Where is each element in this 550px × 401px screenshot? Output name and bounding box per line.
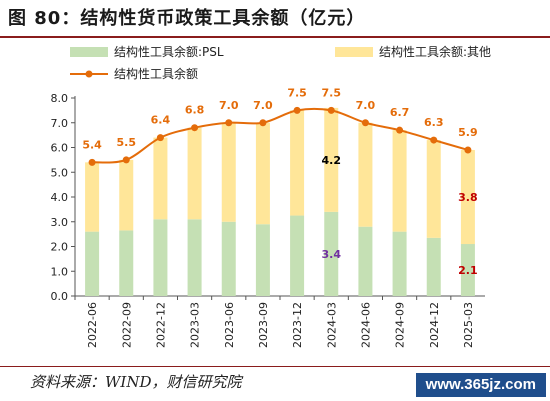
- bar-psl: [85, 231, 100, 296]
- bar-other: [392, 130, 407, 232]
- bar-psl: [119, 230, 134, 296]
- x-tick-label: 2024-03: [325, 302, 338, 348]
- line-value-label: 6.8: [185, 104, 205, 117]
- bar-other: [221, 122, 236, 222]
- y-tick-label: 2.0: [51, 241, 69, 254]
- line-value-label: 5.9: [458, 126, 478, 139]
- bar-psl: [392, 231, 407, 296]
- line-value-label: 5.4: [82, 138, 102, 151]
- bar-psl: [460, 244, 475, 296]
- bar-other: [460, 149, 475, 245]
- total-line-point: [361, 119, 369, 127]
- y-tick-label: 8.0: [51, 92, 69, 105]
- total-line-point: [122, 156, 130, 164]
- x-tick-label: 2023-12: [291, 302, 304, 348]
- watermark: www.365jz.com: [415, 373, 546, 397]
- total-line-point: [327, 106, 335, 114]
- total-line-point: [396, 126, 404, 134]
- x-tick-label: 2022-06: [86, 302, 99, 348]
- legend-label-1: 结构性工具余额:其他: [379, 44, 491, 59]
- total-line-point: [464, 146, 472, 154]
- bar-other: [153, 137, 168, 220]
- total-line-point: [430, 136, 438, 144]
- y-tick-label: 5.0: [51, 166, 69, 179]
- x-tick-label: 2024-12: [428, 302, 441, 348]
- bar-other: [426, 140, 441, 238]
- y-tick-label: 1.0: [51, 265, 69, 278]
- x-tick-label: 2023-09: [257, 302, 270, 348]
- bar-psl: [187, 219, 202, 296]
- legend-line-marker: [85, 70, 93, 78]
- segment-value-label: 4.2: [322, 154, 342, 167]
- line-value-label: 7.5: [287, 86, 307, 99]
- x-tick-label: 2022-09: [120, 302, 133, 348]
- segment-value-label: 3.8: [458, 191, 478, 204]
- y-tick-label: 3.0: [51, 216, 69, 229]
- bar-psl: [255, 224, 270, 296]
- bar-other: [85, 162, 100, 232]
- chart-bars: [85, 107, 475, 296]
- x-tick-label: 2023-03: [189, 302, 202, 348]
- chart-axes: 0.0 1.0 2.0 3.0 4.0 5.0 6.0 7.0 8.0 2022-06 2022-0…: [51, 92, 485, 348]
- bar-other: [358, 122, 373, 227]
- bar-psl: [426, 237, 441, 296]
- bar-psl: [153, 219, 168, 296]
- x-tick-label: 2023-06: [223, 302, 236, 348]
- x-tick-label: 2024-06: [359, 302, 372, 348]
- total-line-point: [293, 106, 301, 114]
- legend-label-2: 结构性工具余额: [114, 66, 198, 81]
- chart-labels: 5.4 5.5 6.4 6.8 7.0 7.0 7.5 7.5 7.0 6.7 6.3 5.9 4.2 3…: [82, 86, 477, 277]
- legend-label-0: 结构性工具余额:PSL: [114, 44, 224, 59]
- bar-other: [119, 159, 134, 231]
- line-value-label: 7.0: [253, 99, 273, 112]
- line-value-label: 6.3: [424, 116, 444, 129]
- y-tick-label: 4.0: [51, 191, 69, 204]
- total-line-point: [259, 119, 267, 127]
- segment-value-label: 2.1: [458, 264, 478, 277]
- total-line-point: [225, 119, 233, 127]
- y-tick-label: 0.0: [51, 290, 69, 303]
- figure-title: 图 80：结构性货币政策工具余额（亿元）: [8, 8, 366, 29]
- bar-other: [324, 107, 339, 212]
- bar-psl: [221, 221, 236, 296]
- chart-line: [88, 106, 472, 166]
- bar-psl: [358, 226, 373, 296]
- line-value-label: 6.4: [151, 114, 171, 127]
- title-rule: [0, 36, 550, 38]
- y-tick-label: 7.0: [51, 117, 69, 130]
- total-line-point: [88, 158, 96, 166]
- total-line-point: [156, 134, 164, 142]
- bar-other: [187, 127, 202, 220]
- line-value-label: 7.0: [219, 99, 239, 112]
- line-value-label: 7.5: [322, 86, 342, 99]
- total-line-path: [92, 107, 469, 164]
- bar-psl: [290, 215, 305, 296]
- segment-value-label: 3.4: [322, 248, 342, 261]
- x-tick-label: 2024-09: [394, 302, 407, 348]
- source-rule: [0, 366, 550, 367]
- bar-other: [290, 110, 305, 216]
- line-value-label: 7.0: [356, 99, 376, 112]
- source-note: 资料来源：WIND，财信研究院: [30, 373, 242, 391]
- x-tick-label: 2022-12: [154, 302, 167, 348]
- line-value-label: 6.7: [390, 106, 410, 119]
- bar-psl: [324, 211, 339, 296]
- x-tick-label: 2025-03: [462, 302, 475, 348]
- bar-other: [255, 122, 270, 225]
- legend-swatch-1: [335, 47, 373, 57]
- y-tick-label: 6.0: [51, 142, 69, 155]
- legend-swatch-0: [70, 47, 108, 57]
- line-value-label: 5.5: [117, 136, 137, 149]
- total-line-point: [191, 124, 199, 132]
